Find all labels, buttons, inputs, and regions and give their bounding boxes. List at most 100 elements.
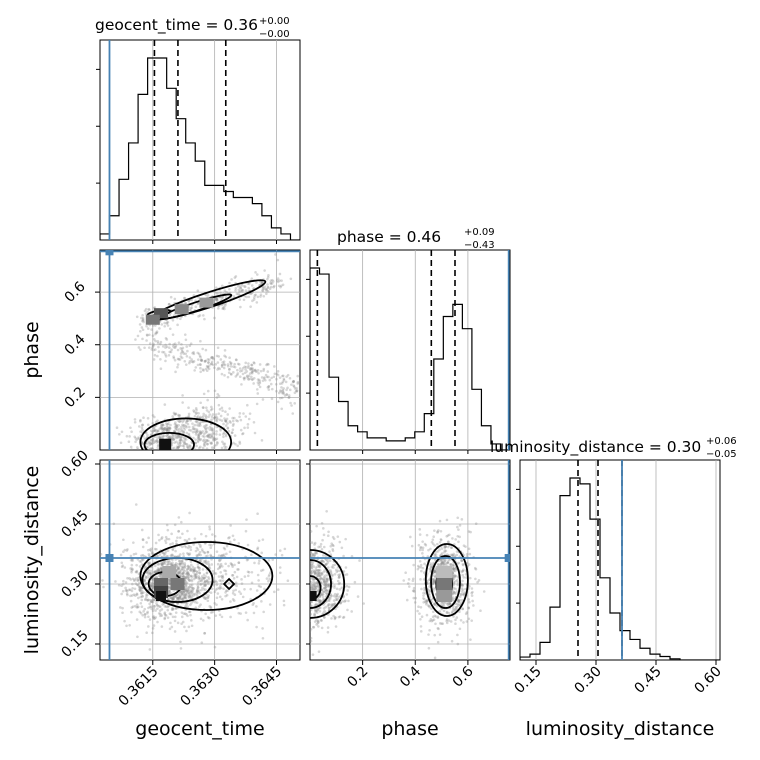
scatter-point — [135, 563, 138, 567]
scatter-point — [149, 442, 153, 446]
scatter-point — [117, 583, 121, 587]
scatter-point — [261, 379, 265, 383]
scatter-point — [454, 574, 458, 578]
scatter-point — [288, 611, 291, 614]
scatter-point — [324, 583, 327, 587]
scatter-point — [182, 424, 185, 428]
scatter-point — [333, 616, 337, 619]
scatter-point — [185, 581, 189, 585]
scatter-point — [177, 448, 180, 450]
scatter-point — [208, 543, 211, 547]
scatter-point — [305, 557, 308, 560]
scatter-point — [285, 565, 288, 568]
scatter-point — [320, 548, 324, 551]
scatter-point — [313, 541, 317, 545]
scatter-point — [129, 578, 133, 581]
scatter-point — [468, 585, 471, 588]
scatter-point — [210, 435, 214, 438]
scatter-point — [178, 564, 182, 568]
scatter-point — [337, 576, 341, 579]
scatter-point — [264, 373, 268, 377]
scatter-point — [292, 384, 296, 388]
scatter-point — [182, 352, 186, 355]
scatter-point — [180, 611, 184, 614]
scatter-point — [307, 577, 310, 580]
scatter-point — [219, 554, 223, 557]
scatter-point — [167, 586, 171, 589]
ylabel-luminosity-distance: luminosity_distance — [21, 466, 43, 655]
scatter-point — [139, 419, 142, 423]
scatter-point — [289, 277, 293, 281]
scatter-point — [430, 619, 434, 623]
scatter-point — [167, 422, 170, 426]
scatter-point — [231, 598, 235, 601]
scatter-point — [88, 560, 91, 563]
scatter-point — [179, 553, 182, 556]
scatter-point — [292, 572, 295, 575]
scatter-point — [184, 363, 188, 366]
scatter-point — [266, 370, 270, 373]
scatter-point — [264, 287, 268, 291]
scatter-point — [290, 383, 293, 386]
scatter-point — [215, 430, 218, 433]
scatter-point — [429, 569, 432, 572]
scatter-point — [245, 295, 248, 299]
scatter-point — [181, 532, 184, 536]
scatter-point — [164, 613, 167, 617]
scatter-point — [227, 536, 230, 540]
scatter-point — [218, 584, 222, 588]
scatter-point — [133, 604, 137, 608]
scatter-point — [200, 358, 203, 362]
scatter-point — [292, 568, 295, 571]
scatter-point — [452, 605, 455, 608]
scatter-point — [130, 606, 134, 609]
scatter-point — [239, 286, 242, 290]
scatter-point — [151, 324, 155, 327]
scatter-point — [176, 562, 180, 566]
scatter-point — [206, 596, 210, 599]
scatter-point — [183, 593, 187, 597]
scatter-point — [180, 572, 183, 576]
scatter-point — [253, 561, 256, 565]
scatter-point — [217, 307, 220, 310]
scatter-point — [119, 606, 122, 609]
scatter-point — [152, 342, 155, 346]
scatter-point — [216, 567, 220, 571]
scatter-point — [150, 433, 153, 436]
scatter-point — [310, 636, 313, 640]
scatter-point — [214, 588, 218, 591]
scatter-point — [208, 527, 212, 531]
scatter-point — [183, 442, 187, 445]
ytick-label-luminosity_distance: 0.30 — [58, 567, 91, 600]
scatter-point — [169, 456, 172, 459]
scatter-point — [195, 428, 199, 431]
scatter-point — [297, 641, 300, 644]
scatter-point — [188, 461, 191, 464]
scatter-point — [461, 590, 464, 594]
scatter-point — [175, 423, 178, 427]
scatter-point — [192, 587, 195, 590]
scatter-point — [296, 612, 299, 615]
scatter-point — [168, 460, 171, 463]
scatter-point — [221, 553, 224, 557]
scatter-point — [163, 428, 166, 432]
scatter-point — [303, 643, 306, 646]
scatter-point — [282, 615, 285, 618]
scatter-point — [170, 553, 174, 557]
scatter-point — [207, 415, 210, 419]
scatter-point — [187, 625, 191, 629]
scatter-point — [176, 446, 180, 450]
scatter-point — [248, 412, 252, 415]
scatter-point — [303, 593, 306, 596]
panel-phase-hist — [310, 250, 510, 450]
scatter-point — [168, 342, 171, 346]
scatter-point — [173, 619, 177, 623]
scatter-point — [188, 444, 191, 447]
scatter-point — [161, 350, 164, 354]
scatter-point — [291, 585, 294, 588]
scatter-point — [445, 610, 449, 614]
scatter-point — [200, 532, 203, 536]
scatter-point — [267, 363, 270, 366]
scatter-point — [266, 362, 269, 366]
scatter-point — [232, 365, 235, 368]
